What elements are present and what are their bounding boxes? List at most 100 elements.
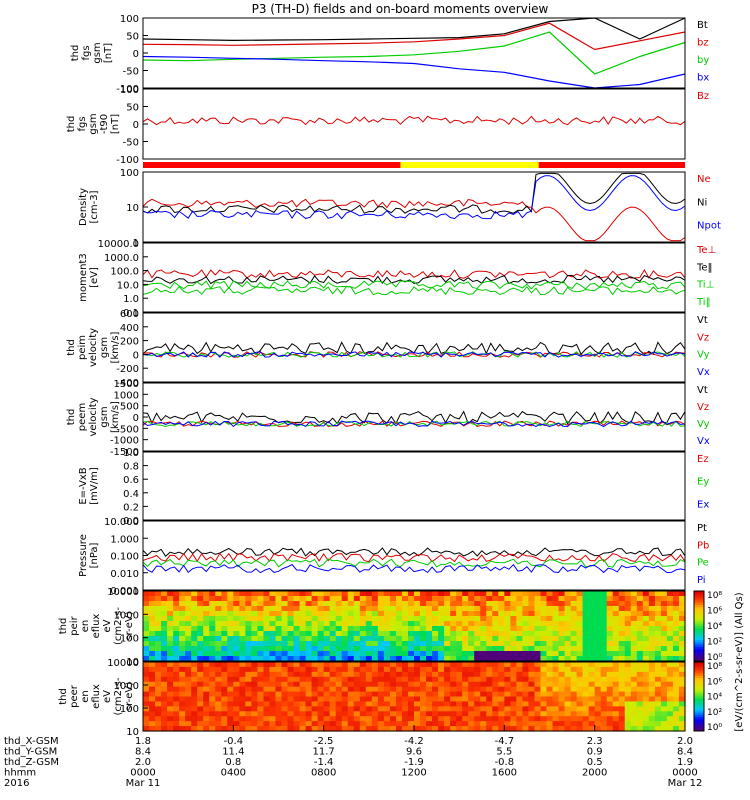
spectrogram-cell	[389, 591, 397, 597]
spectrogram-cell	[672, 686, 680, 693]
spectrogram-cell	[516, 662, 523, 668]
spectrogram-cell	[383, 611, 391, 617]
y-axis-label: moment3	[78, 253, 89, 301]
spectrogram-cell	[654, 636, 662, 642]
spectrogram-cell	[654, 616, 662, 622]
colorbar-tick: 10⁶	[707, 607, 722, 617]
spectrogram-cell	[624, 711, 632, 717]
spectrogram-cell	[305, 606, 313, 612]
spectrogram-cell	[323, 662, 331, 668]
spectrogram-cell	[341, 636, 349, 642]
colorbar-cell	[694, 696, 704, 700]
y-tick-label: 100	[120, 85, 139, 96]
spectrogram-cell	[504, 651, 511, 657]
spectrogram-cell	[516, 606, 523, 612]
spectrogram-cell	[582, 691, 590, 698]
spectrogram-cell	[468, 596, 475, 602]
spectrogram-cell	[377, 641, 385, 647]
spectrogram-cell	[600, 591, 608, 597]
spectrogram-cell	[161, 726, 168, 732]
spectrogram-cell	[660, 606, 668, 612]
spectrogram-cell	[185, 646, 192, 652]
spectrogram-cell	[215, 611, 222, 617]
spectrogram-cell	[438, 706, 445, 712]
spectrogram-cell	[630, 626, 638, 632]
spectrogram-cell	[263, 706, 271, 712]
spectrogram-cell	[480, 621, 487, 627]
spectrogram-cell	[149, 676, 156, 683]
spectrogram-cell	[594, 666, 602, 673]
spectrogram-cell	[504, 681, 511, 688]
spectrogram-cell	[510, 711, 517, 717]
spectrogram-cell	[353, 681, 361, 688]
spectrogram-cell	[636, 671, 644, 678]
spectrogram-cell	[504, 696, 511, 703]
spectrogram-cell	[257, 716, 265, 722]
spectrogram-cell	[287, 601, 295, 607]
spectrogram-cell	[389, 676, 397, 683]
spectrogram-cell	[540, 671, 548, 678]
spectrogram-cell	[618, 631, 626, 637]
spectrogram-cell	[209, 601, 216, 607]
series-Vx	[142, 420, 686, 428]
spectrogram-cell	[666, 701, 674, 707]
spectrogram-cell	[281, 671, 289, 678]
spectrogram-cell	[167, 662, 174, 668]
spectrogram-cell	[365, 701, 373, 707]
legend-Pi: Pi	[697, 575, 706, 586]
spectrogram-cell	[149, 626, 156, 632]
spectrogram-cell	[185, 611, 192, 617]
spectrogram-cell	[197, 616, 204, 622]
spectrogram-cell	[299, 662, 307, 668]
spectrogram-cell	[215, 686, 222, 693]
spectrogram-cell	[450, 641, 457, 647]
spectrogram-cell	[576, 606, 584, 612]
spectrogram-cell	[570, 636, 578, 642]
spectrogram-cell	[630, 606, 638, 612]
spectrogram-cell	[420, 606, 427, 612]
spectrogram-cell	[389, 666, 397, 673]
spectrogram-cell	[498, 631, 505, 637]
spectrogram-cell	[275, 656, 283, 662]
spectrogram-cell	[486, 631, 493, 637]
spectrogram-cell	[245, 686, 252, 693]
y-axis-label: gsm	[99, 337, 110, 358]
spectrogram-cell	[594, 716, 602, 722]
spectrogram-cell	[648, 666, 656, 673]
spectrogram-cell	[450, 691, 457, 698]
spectrogram-cell	[588, 711, 596, 717]
spectrogram-cell	[618, 662, 626, 668]
spectrogram-cell	[245, 726, 252, 732]
spectrogram-cell	[474, 686, 481, 693]
spectrogram-cell	[438, 626, 445, 632]
colorbar-cell	[694, 649, 704, 653]
spectrogram-cell	[582, 626, 590, 632]
spectrogram-cell	[407, 606, 415, 612]
spectrogram-cell	[377, 636, 385, 642]
y-tick-label: 0.001	[110, 586, 139, 597]
spectrogram-cell	[395, 726, 403, 732]
spectrogram-cell	[558, 596, 566, 602]
spectrogram-cell	[227, 601, 234, 607]
spectrogram-cell	[486, 656, 493, 662]
colorbar-tick: 10⁴	[707, 693, 722, 703]
colorbar-frame	[693, 590, 705, 662]
spectrogram-cell	[281, 666, 289, 673]
spectrogram-cell	[666, 631, 674, 637]
spectrogram-cell	[510, 691, 517, 698]
spectrogram-cell	[474, 621, 481, 627]
spectrogram-cell	[167, 726, 174, 732]
legend-Vz: Vz	[697, 332, 709, 343]
spectrogram-cell	[630, 651, 638, 657]
spectrogram-cell	[444, 611, 451, 617]
spectrogram-cell	[395, 662, 403, 668]
spectrogram-cell	[275, 606, 283, 612]
spectrogram-cell	[546, 716, 554, 722]
spectrogram-cell	[233, 662, 240, 668]
spectrogram-cell	[522, 626, 530, 632]
spectrogram-cell	[456, 651, 463, 657]
spectrogram-cell	[329, 636, 337, 642]
spectrogram-cell	[293, 611, 301, 617]
spectrogram-cell	[179, 696, 186, 703]
spectrogram-cell	[510, 626, 517, 632]
